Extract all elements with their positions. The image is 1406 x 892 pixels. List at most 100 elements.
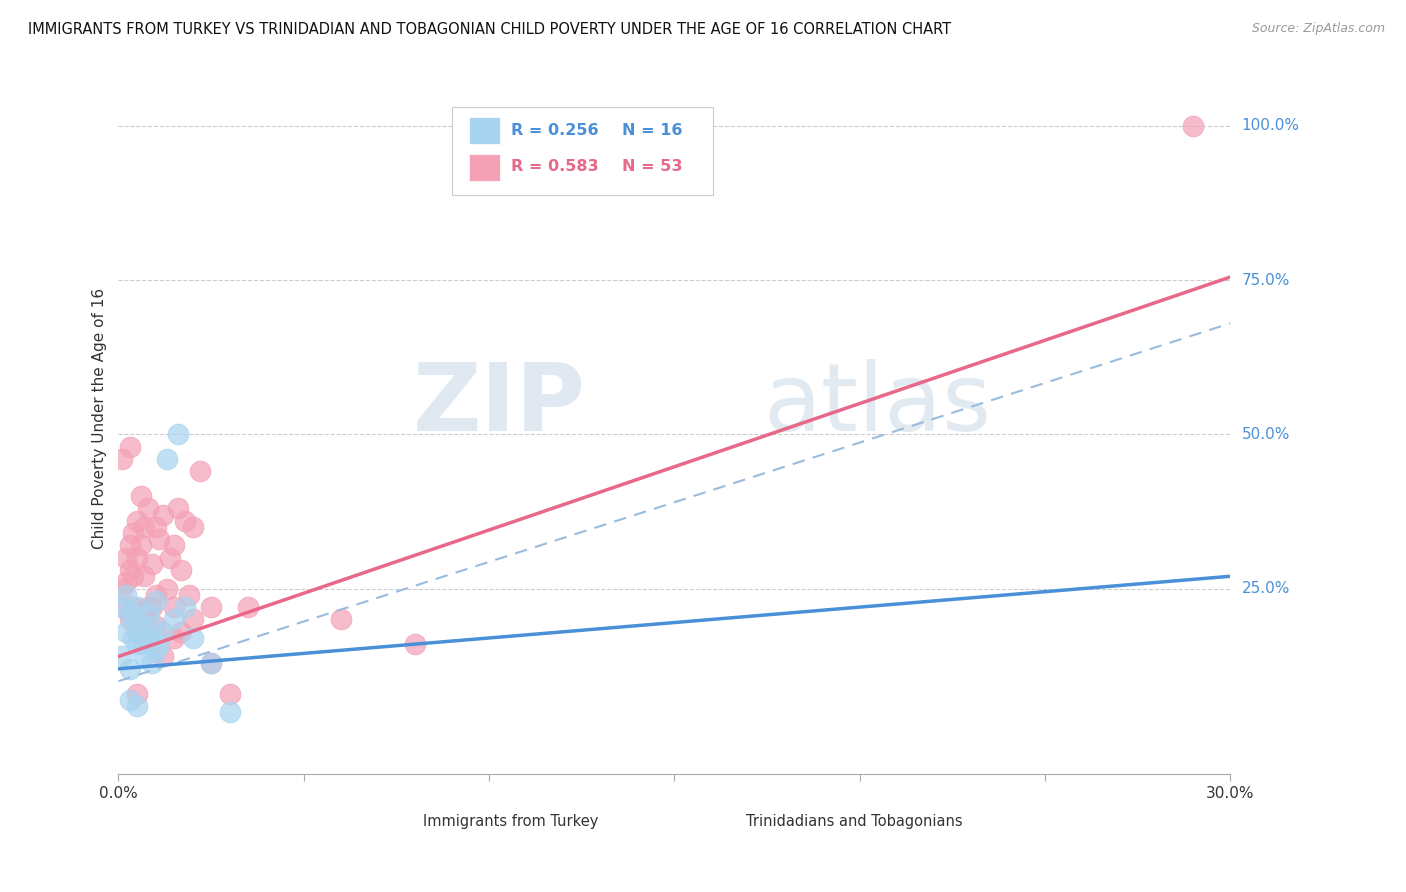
Point [145, 618, 167, 632]
Bar [713, 812, 738, 832]
Text: R = 0.583: R = 0.583 [510, 160, 599, 175]
Point [200, 656, 222, 670]
Point [141, 600, 163, 615]
Point [118, 538, 141, 552]
Point [152, 649, 174, 664]
Point [177, 588, 200, 602]
Point [141, 557, 163, 571]
Point [141, 656, 163, 670]
Point [111, 600, 134, 615]
Point [156, 582, 179, 596]
Y-axis label: Child Poverty Under the Age of 16: Child Poverty Under the Age of 16 [93, 288, 107, 549]
Point [122, 631, 145, 645]
Text: 50.0%: 50.0% [1241, 427, 1289, 442]
Point [218, 705, 240, 719]
Point [218, 686, 240, 700]
Point [115, 624, 138, 639]
Text: Immigrants from Turkey: Immigrants from Turkey [423, 814, 599, 830]
Point [174, 600, 197, 615]
Point [200, 600, 222, 615]
Point [125, 550, 148, 565]
Point [166, 501, 188, 516]
Point [166, 427, 188, 442]
Point [170, 563, 193, 577]
Point [118, 662, 141, 676]
Text: ZIP: ZIP [412, 359, 585, 450]
Point [134, 612, 156, 626]
Point [111, 600, 134, 615]
Point [136, 607, 159, 621]
Point [134, 637, 156, 651]
Point [129, 607, 152, 621]
Text: 25.0%: 25.0% [1241, 581, 1289, 596]
Point [238, 600, 260, 615]
Text: Source: ZipAtlas.com: Source: ZipAtlas.com [1251, 22, 1385, 36]
Point [125, 624, 148, 639]
Point [156, 452, 179, 467]
Point [134, 520, 156, 534]
Point [1182, 119, 1205, 133]
Point [125, 514, 148, 528]
Point [136, 600, 159, 615]
Point [145, 520, 167, 534]
Point [122, 612, 145, 626]
Point [134, 569, 156, 583]
Bar [391, 812, 415, 832]
Point [181, 612, 204, 626]
Point [125, 600, 148, 615]
Point [148, 637, 170, 651]
Point [111, 582, 134, 596]
Point [145, 588, 167, 602]
Point [152, 624, 174, 639]
Point [111, 452, 134, 467]
Point [129, 618, 152, 632]
Text: 75.0%: 75.0% [1241, 273, 1289, 287]
Point [118, 563, 141, 577]
Point [148, 533, 170, 547]
Point [125, 698, 148, 713]
Bar [468, 154, 501, 181]
Point [163, 600, 186, 615]
Point [136, 631, 159, 645]
Point [129, 538, 152, 552]
Point [174, 514, 197, 528]
Point [170, 624, 193, 639]
Text: N = 53: N = 53 [623, 160, 683, 175]
Point [125, 637, 148, 651]
FancyBboxPatch shape [453, 107, 713, 195]
Point [200, 656, 222, 670]
Point [136, 637, 159, 651]
Point [163, 538, 186, 552]
Point [118, 607, 141, 621]
Point [163, 631, 186, 645]
Text: IMMIGRANTS FROM TURKEY VS TRINIDADIAN AND TOBAGONIAN CHILD POVERTY UNDER THE AGE: IMMIGRANTS FROM TURKEY VS TRINIDADIAN AN… [28, 22, 952, 37]
Point [152, 508, 174, 522]
Point [122, 526, 145, 541]
Point [111, 649, 134, 664]
Point [122, 600, 145, 615]
Text: 100.0%: 100.0% [1241, 119, 1299, 133]
Text: Trinidadians and Tobagonians: Trinidadians and Tobagonians [745, 814, 962, 830]
Text: R = 0.256: R = 0.256 [510, 122, 599, 137]
Point [115, 588, 138, 602]
Point [145, 594, 167, 608]
Point [159, 550, 181, 565]
Point [188, 464, 211, 478]
Point [122, 569, 145, 583]
Point [329, 612, 352, 626]
Point [404, 637, 426, 651]
Point [181, 520, 204, 534]
Point [129, 489, 152, 503]
Point [125, 686, 148, 700]
Point [118, 612, 141, 626]
Point [115, 550, 138, 565]
Point [129, 624, 152, 639]
Point [115, 575, 138, 590]
Point [141, 618, 163, 632]
Text: N = 16: N = 16 [623, 122, 683, 137]
Point [145, 643, 167, 657]
Point [118, 440, 141, 454]
Point [118, 692, 141, 706]
Point [163, 612, 186, 626]
Bar [468, 117, 501, 145]
